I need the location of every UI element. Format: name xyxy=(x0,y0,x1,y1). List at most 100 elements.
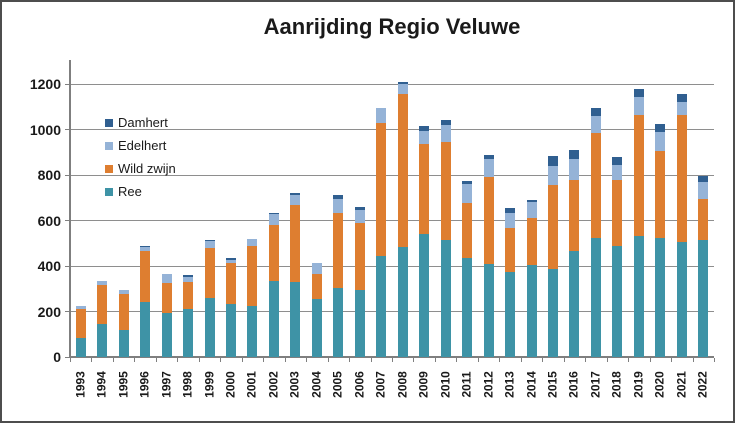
legend-item-edelhert: Edelhert xyxy=(105,139,166,153)
x-axis-label-2021: 2021 xyxy=(674,371,689,398)
bar-1996-edelhert xyxy=(140,246,151,252)
bar-2015-edelhert xyxy=(548,165,558,186)
x-axis-tick xyxy=(241,358,243,362)
bar-1995-ree xyxy=(118,329,129,357)
x-axis-label-2004: 2004 xyxy=(309,371,324,398)
y-axis-label-600: 600 xyxy=(37,212,61,229)
y-axis-tick-1000 xyxy=(65,129,70,130)
bar-2021-edelhert xyxy=(676,102,687,115)
bar-2018-ree xyxy=(612,245,623,357)
bar-2011-ree xyxy=(462,258,473,357)
bar-2000-damhert xyxy=(226,258,236,261)
x-axis-label-1995: 1995 xyxy=(116,371,131,398)
bar-2012-damhert xyxy=(483,154,494,160)
x-axis-tick xyxy=(585,358,587,362)
bar-1996-ree xyxy=(140,302,151,357)
bar-2003-edelhert xyxy=(290,195,301,205)
bar-2014-damhert xyxy=(526,200,537,203)
gridline-800 xyxy=(70,174,714,176)
legend-swatch-wild-zwijn xyxy=(105,165,113,173)
bar-2022-wild-zwijn xyxy=(698,198,709,240)
y-axis-tick-800 xyxy=(65,174,70,176)
bar-1996-wild-zwijn xyxy=(140,251,151,303)
x-axis-tick xyxy=(692,358,694,362)
bar-2013-edelhert xyxy=(505,212,516,229)
bar-1999-ree xyxy=(204,297,215,357)
bar-2001-ree xyxy=(247,305,258,357)
x-axis-label-2010: 2010 xyxy=(438,371,453,398)
x-axis-tick xyxy=(456,358,458,362)
x-axis-label-2011: 2011 xyxy=(459,371,474,398)
x-axis-label-2013: 2013 xyxy=(502,371,517,398)
bar-2005-damhert xyxy=(333,195,344,199)
bar-2014-ree xyxy=(526,264,537,357)
bar-2005-ree xyxy=(333,287,344,357)
bar-2006-edelhert xyxy=(354,210,365,223)
bar-2020-edelhert xyxy=(655,131,666,152)
x-axis-label-2018: 2018 xyxy=(609,371,624,398)
bar-2004-ree xyxy=(311,298,322,357)
x-axis-label-2022: 2022 xyxy=(695,371,710,398)
x-axis-tick xyxy=(499,358,501,362)
bar-2022-edelhert xyxy=(698,181,709,199)
bar-2019-ree xyxy=(633,236,644,357)
bar-2002-edelhert xyxy=(268,213,279,226)
bar-2022-damhert xyxy=(698,176,709,182)
x-axis-tick xyxy=(628,358,630,362)
bar-2001-edelhert xyxy=(247,238,258,246)
bar-2005-wild-zwijn xyxy=(333,212,344,288)
bar-2017-ree xyxy=(590,237,601,357)
bar-1998-edelhert xyxy=(183,277,194,282)
bar-2015-damhert xyxy=(548,155,558,166)
x-axis-tick xyxy=(477,358,479,362)
x-axis-tick xyxy=(714,358,715,362)
x-axis-tick xyxy=(220,358,222,362)
bar-2018-edelhert xyxy=(612,164,623,180)
bar-2013-wild-zwijn xyxy=(505,228,516,272)
bar-2021-wild-zwijn xyxy=(676,114,687,243)
bar-2009-edelhert xyxy=(419,130,430,145)
bar-2010-edelhert xyxy=(440,124,451,142)
x-axis-tick xyxy=(327,358,329,362)
x-axis-label-1996: 1996 xyxy=(137,371,152,398)
x-axis-label-2016: 2016 xyxy=(566,371,581,398)
bar-2020-ree xyxy=(655,237,666,357)
bar-2013-ree xyxy=(505,271,516,357)
gridline-400 xyxy=(70,265,714,267)
bar-1993-ree xyxy=(75,337,86,357)
legend-label: Damhert xyxy=(118,115,168,130)
x-axis-tick xyxy=(542,358,544,362)
bar-1999-wild-zwijn xyxy=(204,247,215,298)
bar-2020-damhert xyxy=(655,123,666,132)
x-axis-tick xyxy=(70,358,71,362)
bar-1993-wild-zwijn xyxy=(75,309,86,338)
legend-item-ree: Ree xyxy=(105,185,142,199)
bar-1996-damhert xyxy=(140,245,151,247)
bar-2009-wild-zwijn xyxy=(419,144,430,235)
x-axis-label-2008: 2008 xyxy=(395,371,410,398)
y-axis-label-200: 200 xyxy=(37,303,61,320)
x-axis-tick xyxy=(349,358,351,362)
x-axis-tick xyxy=(155,358,157,362)
y-axis-label-1200: 1200 xyxy=(29,76,61,92)
bar-2004-wild-zwijn xyxy=(311,273,322,299)
x-axis-tick xyxy=(434,358,436,362)
legend-swatch-ree xyxy=(105,188,113,196)
y-axis-tick-400 xyxy=(65,265,70,267)
x-axis-label-2003: 2003 xyxy=(287,371,302,398)
legend-label: Edelhert xyxy=(118,138,167,153)
bar-2017-wild-zwijn xyxy=(590,132,601,238)
y-axis-label-800: 800 xyxy=(37,167,61,183)
bar-1994-wild-zwijn xyxy=(97,285,108,324)
bar-2000-ree xyxy=(226,303,236,357)
bar-2016-edelhert xyxy=(569,159,580,180)
bar-2012-edelhert xyxy=(483,159,494,178)
x-axis-tick xyxy=(134,358,136,362)
bar-2008-wild-zwijn xyxy=(397,94,408,247)
bar-1998-wild-zwijn xyxy=(183,281,194,310)
bar-2009-damhert xyxy=(419,126,430,131)
bar-2007-edelhert xyxy=(376,107,387,123)
x-axis-tick xyxy=(91,358,93,362)
bar-2006-wild-zwijn xyxy=(354,222,365,290)
x-axis-tick xyxy=(198,358,200,362)
